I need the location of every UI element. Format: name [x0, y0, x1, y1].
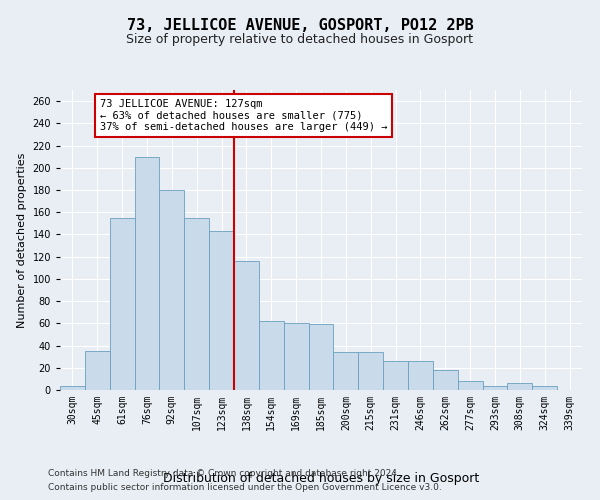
Bar — [532, 386, 557, 390]
Text: 73, JELLICOE AVENUE, GOSPORT, PO12 2PB: 73, JELLICOE AVENUE, GOSPORT, PO12 2PB — [127, 18, 473, 32]
Bar — [308, 324, 334, 390]
Bar — [358, 352, 383, 390]
Bar — [134, 156, 160, 390]
Bar — [482, 386, 508, 390]
Bar — [209, 231, 234, 390]
Y-axis label: Number of detached properties: Number of detached properties — [17, 152, 27, 328]
X-axis label: Distribution of detached houses by size in Gosport: Distribution of detached houses by size … — [163, 472, 479, 485]
Text: Contains HM Land Registry data © Crown copyright and database right 2024.: Contains HM Land Registry data © Crown c… — [48, 468, 400, 477]
Bar — [383, 361, 408, 390]
Bar — [110, 218, 134, 390]
Bar — [85, 351, 110, 390]
Bar — [160, 190, 184, 390]
Bar — [284, 324, 308, 390]
Bar — [508, 384, 532, 390]
Text: Contains public sector information licensed under the Open Government Licence v3: Contains public sector information licen… — [48, 484, 442, 492]
Text: 73 JELLICOE AVENUE: 127sqm
← 63% of detached houses are smaller (775)
37% of sem: 73 JELLICOE AVENUE: 127sqm ← 63% of deta… — [100, 99, 387, 132]
Bar — [334, 352, 358, 390]
Bar — [433, 370, 458, 390]
Bar — [458, 381, 482, 390]
Bar — [259, 321, 284, 390]
Bar — [184, 218, 209, 390]
Bar — [60, 386, 85, 390]
Text: Size of property relative to detached houses in Gosport: Size of property relative to detached ho… — [127, 32, 473, 46]
Bar — [408, 361, 433, 390]
Bar — [234, 261, 259, 390]
